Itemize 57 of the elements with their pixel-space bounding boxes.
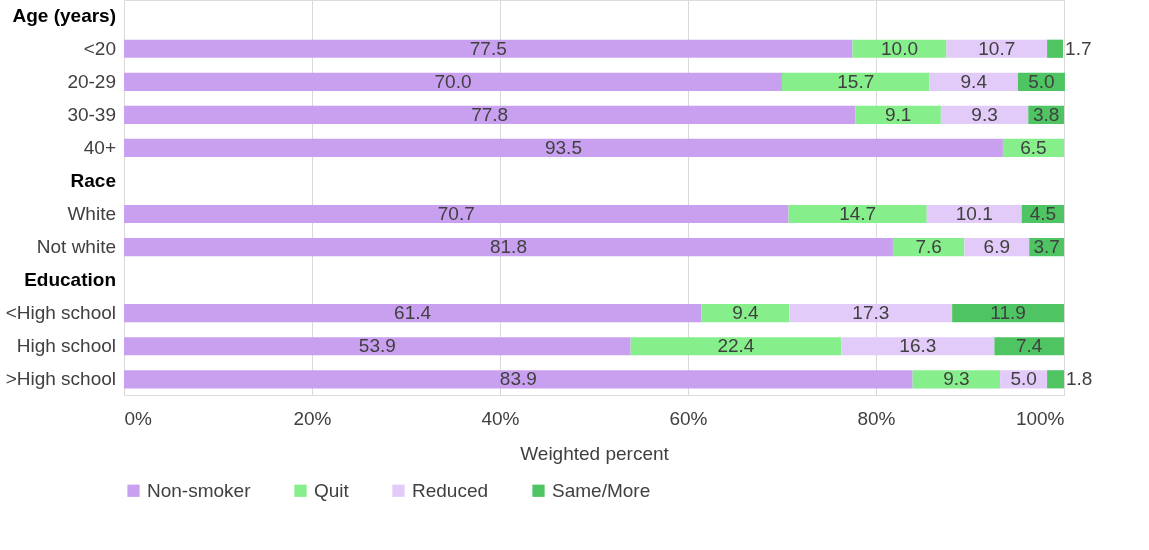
data-label: 9.3 — [971, 103, 998, 125]
x-tick-label: 40% — [481, 407, 520, 429]
data-label: 9.1 — [884, 103, 912, 125]
data-label: 17.3 — [852, 302, 890, 324]
data-label: 93.5 — [544, 136, 582, 158]
x-tick-label: 20% — [293, 407, 332, 429]
data-label: 53.9 — [358, 335, 396, 357]
data-label: 6.5 — [1020, 136, 1047, 158]
data-label: 81.8 — [489, 236, 527, 258]
y-tick-label: 40+ — [83, 136, 116, 158]
data-label: 9.3 — [943, 368, 970, 390]
y-tick-label: 20-29 — [67, 70, 116, 92]
data-label: 7.6 — [915, 236, 942, 258]
y-tick-label: >High school — [5, 368, 116, 390]
data-label: 77.8 — [471, 103, 509, 125]
data-label: 83.9 — [499, 368, 537, 390]
data-label: 77.5 — [469, 37, 507, 59]
data-label: 9.4 — [960, 70, 988, 92]
data-label: 70.7 — [437, 203, 475, 225]
data-label: 70.0 — [434, 70, 472, 92]
legend-label: Same/More — [552, 479, 651, 501]
data-label: 61.4 — [394, 302, 432, 324]
data-label: 11.9 — [990, 302, 1026, 324]
x-tick-label: 0% — [124, 407, 153, 429]
data-label: 3.7 — [1033, 236, 1060, 258]
legend-label: Quit — [314, 479, 350, 501]
x-axis-title: Weighted percent — [520, 442, 670, 464]
x-tick-label: 80% — [857, 407, 896, 429]
data-label: 1.8 — [1066, 368, 1093, 390]
data-label: 5.0 — [1010, 368, 1037, 390]
data-label: 10.7 — [978, 37, 1016, 59]
y-tick-label: White — [67, 203, 116, 225]
data-label: 6.9 — [983, 236, 1010, 258]
data-label: 14.7 — [839, 203, 877, 225]
x-tick-label: 100% — [1015, 407, 1065, 429]
legend-label: Non-smoker — [147, 479, 252, 501]
data-label: 16.3 — [899, 335, 937, 357]
y-tick-label: <High school — [5, 302, 116, 324]
data-label: 15.7 — [837, 70, 875, 92]
y-tick-label: Not white — [36, 236, 116, 258]
y-tick-label: <20 — [83, 37, 116, 59]
data-label: 10.1 — [955, 203, 993, 225]
data-label: 4.5 — [1029, 203, 1057, 225]
data-label: 10.0 — [881, 37, 918, 59]
y-tick-label: High school — [16, 335, 116, 357]
data-label: 9.4 — [732, 302, 759, 324]
data-label: 7.4 — [1016, 335, 1043, 357]
legend-label: Reduced — [412, 479, 489, 501]
y-tick-label: Education — [24, 269, 116, 291]
y-tick-label: 30-39 — [67, 103, 116, 125]
data-label: 1.7 — [1065, 37, 1092, 59]
x-tick-label: 60% — [669, 407, 708, 429]
data-label: 3.8 — [1032, 103, 1060, 125]
data-label: 22.4 — [717, 335, 755, 357]
y-tick-label: Age (years) — [12, 4, 116, 26]
data-label: 5.0 — [1028, 70, 1055, 92]
y-tick-label: Race — [70, 169, 116, 191]
